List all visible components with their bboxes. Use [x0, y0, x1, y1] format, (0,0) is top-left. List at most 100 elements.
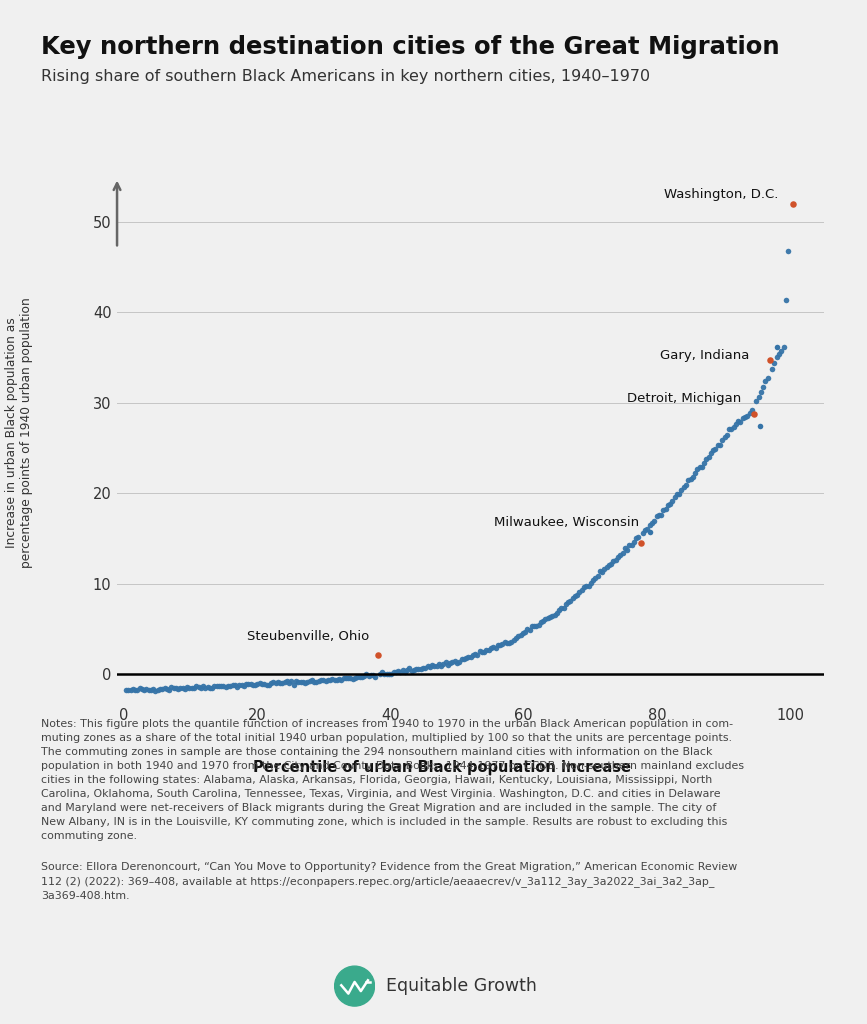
- Circle shape: [335, 966, 375, 1007]
- Point: [774, 342, 788, 358]
- Point: [412, 660, 426, 677]
- Point: [513, 627, 527, 643]
- Point: [121, 682, 135, 698]
- Point: [432, 656, 446, 673]
- Point: [398, 664, 412, 680]
- Point: [436, 655, 450, 672]
- Point: [366, 668, 380, 684]
- Point: [180, 679, 194, 695]
- Point: [239, 676, 253, 692]
- Point: [259, 677, 273, 693]
- Point: [500, 635, 514, 651]
- Point: [137, 682, 151, 698]
- Point: [736, 410, 750, 426]
- Point: [348, 670, 362, 686]
- Point: [151, 682, 165, 698]
- Point: [342, 670, 355, 686]
- Point: [212, 678, 226, 694]
- Point: [534, 613, 548, 630]
- Point: [579, 578, 593, 594]
- Point: [495, 636, 509, 652]
- Point: [461, 649, 475, 666]
- Point: [171, 681, 185, 697]
- Point: [419, 660, 433, 677]
- Point: [516, 625, 530, 641]
- Point: [770, 349, 784, 366]
- Point: [766, 361, 779, 378]
- Point: [541, 609, 555, 626]
- Point: [725, 421, 739, 437]
- Point: [668, 489, 681, 506]
- Point: [257, 676, 271, 692]
- Point: [237, 678, 251, 694]
- Point: [720, 426, 733, 442]
- Point: [623, 538, 636, 554]
- Point: [401, 662, 414, 678]
- Text: Milwaukee, Wisconsin: Milwaukee, Wisconsin: [493, 516, 639, 528]
- Point: [681, 472, 695, 488]
- Text: Gary, Indiana: Gary, Indiana: [661, 349, 750, 362]
- Point: [346, 671, 360, 687]
- Point: [323, 672, 337, 688]
- Point: [453, 653, 466, 670]
- Point: [119, 682, 133, 698]
- Point: [659, 501, 673, 517]
- Point: [512, 628, 525, 644]
- Point: [742, 406, 756, 422]
- Point: [652, 507, 666, 523]
- Point: [271, 674, 285, 690]
- Point: [661, 497, 675, 513]
- Point: [362, 668, 375, 684]
- Point: [382, 666, 396, 682]
- Point: [135, 681, 149, 697]
- Point: [141, 681, 155, 697]
- Point: [656, 503, 670, 519]
- Point: [158, 680, 172, 696]
- Point: [128, 682, 142, 698]
- Point: [602, 557, 616, 573]
- Point: [294, 674, 308, 690]
- Point: [618, 541, 632, 557]
- Point: [217, 678, 231, 694]
- Point: [266, 674, 280, 690]
- Point: [686, 469, 700, 485]
- Point: [387, 664, 401, 680]
- Point: [478, 644, 492, 660]
- Point: [318, 673, 332, 689]
- Point: [572, 584, 586, 600]
- Point: [196, 678, 210, 694]
- Point: [214, 678, 228, 694]
- Point: [301, 674, 315, 690]
- Point: [273, 675, 287, 691]
- Point: [697, 455, 711, 471]
- Point: [224, 678, 238, 694]
- Point: [414, 662, 427, 678]
- Point: [781, 243, 795, 259]
- Point: [531, 616, 545, 633]
- Point: [577, 580, 591, 596]
- Point: [176, 680, 190, 696]
- Point: [148, 682, 162, 698]
- Point: [520, 622, 534, 638]
- Point: [147, 681, 160, 697]
- Text: Detroit, Michigan: Detroit, Michigan: [627, 392, 741, 404]
- Point: [187, 680, 201, 696]
- Point: [380, 666, 394, 682]
- Point: [627, 534, 641, 550]
- Point: [749, 393, 763, 410]
- Point: [207, 678, 221, 694]
- Point: [395, 662, 409, 678]
- Point: [729, 416, 743, 432]
- Text: Equitable Growth: Equitable Growth: [386, 977, 537, 995]
- Point: [745, 401, 759, 418]
- Point: [642, 517, 656, 534]
- Point: [199, 680, 212, 696]
- Point: [759, 373, 772, 389]
- Point: [530, 617, 544, 634]
- Point: [638, 521, 652, 538]
- Point: [443, 654, 457, 671]
- Point: [264, 675, 278, 691]
- Point: [545, 608, 559, 625]
- Point: [550, 604, 564, 621]
- Point: [746, 406, 760, 422]
